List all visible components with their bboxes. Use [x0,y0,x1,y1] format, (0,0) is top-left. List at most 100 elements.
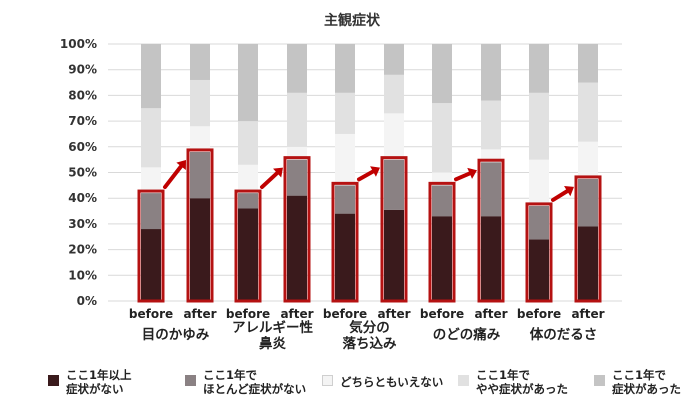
highlight-frame [234,189,262,303]
trend-arrow [551,189,570,202]
bar-segment [190,44,210,80]
bar-segment [238,121,258,165]
highlight-frame [380,156,408,303]
bar-segment [432,216,452,301]
bar-segment [432,103,452,173]
bar-segment [287,159,307,196]
bar-segment [529,44,549,93]
bar-segment [384,159,404,210]
trend-arrow [163,164,184,190]
y-tick-label: 30% [68,217,97,231]
y-tick-label: 80% [68,88,97,102]
bar-segment [578,178,598,227]
legend-swatch [458,375,469,386]
bar-segment [141,193,161,230]
legend-label: 症状がない [66,382,124,396]
x-tick-label: after [183,307,216,321]
legend-item-somewhat: ここ1年で やや症状があった [458,368,568,396]
group-label: 気分の [349,319,390,336]
legend-item-almost-none: ここ1年で ほとんど症状がない [185,368,306,396]
bar-segment [335,185,355,214]
bar-segment [578,141,598,179]
highlight-frame [137,189,165,303]
highlight-frame [331,181,359,303]
bar-segment [287,44,307,93]
y-tick-label: 60% [68,140,97,154]
legend-label: やや症状があった [476,382,568,396]
bar-segment [190,126,210,152]
legend-label: ほとんど症状がない [203,382,307,396]
bar-segment [238,193,258,209]
trend-arrowhead [467,167,477,179]
bar-segment [141,108,161,168]
highlight-frame [186,148,214,303]
highlight-frame [428,181,456,303]
y-tick-label: 100% [60,37,97,51]
bar-segment [238,208,258,301]
trend-arrow [357,169,376,182]
group-label: 落ち込み [343,335,397,352]
x-tick-label: after [474,307,507,321]
bar-segment [141,167,161,194]
x-tick-label: before [517,307,561,321]
bar-segment [529,92,549,160]
bar-segment [578,82,598,142]
bar-segment [481,216,501,301]
x-tick-label: before [129,307,173,321]
bar-segment [578,226,598,301]
x-tick-label: after [280,307,313,321]
y-tick-label: 90% [68,63,97,77]
bar-segment [384,74,404,114]
legend-swatch [48,375,59,386]
x-tick-label: after [377,307,410,321]
y-tick-label: 0% [77,294,97,308]
highlight-frame [283,156,311,303]
bar-segment [141,44,161,109]
x-tick-label: before [323,307,367,321]
trend-arrowhead [176,159,186,170]
y-tick-label: 50% [68,166,97,180]
trend-arrowhead [370,166,380,177]
highlight-frame [477,158,505,303]
bar-segment [190,79,210,127]
y-tick-label: 20% [68,243,97,257]
legend-swatch [185,375,196,386]
y-tick-label: 40% [68,191,97,205]
bar-segment [432,185,452,217]
legend-swatch [594,375,605,386]
bar-segment [287,92,307,147]
trend-arrowhead [564,186,574,197]
trend-arrow [454,171,472,182]
bar-segment [238,164,258,194]
legend-label: ここ1年以上 [66,368,132,382]
y-tick-label: 70% [68,114,97,128]
legend-item-none: ここ1年以上 症状がない [48,368,132,396]
bar-segment [141,229,161,301]
y-tick-label: 10% [68,268,97,282]
highlight-frame [574,175,602,303]
group-label: のどの痛み [433,326,501,343]
bar-segment [529,159,549,206]
trend-arrow [260,171,280,190]
legend-label: ここ1年で [203,368,258,382]
legend-swatch [322,375,333,386]
bar-segment [335,44,355,93]
bar-segment [335,92,355,134]
legend-label: ここ1年で [612,368,667,382]
group-label: アレルギー性 [232,319,313,336]
legend-label: 症状があった [612,382,681,396]
bar-segment [529,239,549,301]
x-tick-label: before [420,307,464,321]
legend-item-had-symptoms: ここ1年で 症状があった [594,368,681,396]
bar-segment [335,133,355,186]
bar-segment [432,44,452,104]
bar-segment [384,113,404,160]
bar-segment [481,100,501,150]
group-label: 目のかゆみ [142,327,210,343]
chart-title: 主観症状 [324,12,381,29]
legend-label: ここ1年で [476,368,531,382]
bar-segment [529,205,549,240]
legend: ここ1年以上 症状がない ここ1年で ほとんど症状がない どちらともいえない ここ1… [0,360,700,403]
group-label: 鼻炎 [259,335,286,352]
